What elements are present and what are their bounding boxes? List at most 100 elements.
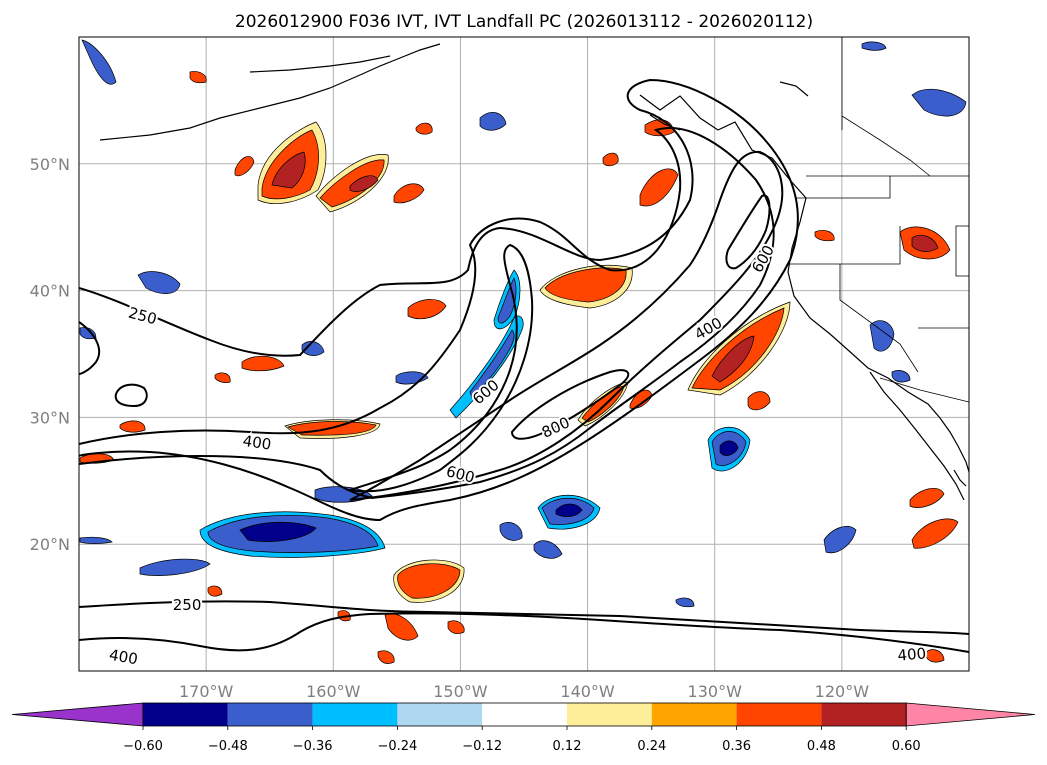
pc-patch-negative <box>499 522 523 541</box>
colorbar-extend-low <box>11 702 144 727</box>
pc-patch-positive <box>319 159 385 208</box>
colorbar-segment <box>397 703 483 726</box>
latitude-tick-labels: 20°N 30°N 40°N 50°N <box>30 155 70 554</box>
pc-patch-positive <box>911 518 959 549</box>
border-us-mexico <box>879 377 969 403</box>
lat-tick-label: 40°N <box>30 282 70 301</box>
pc-patch-positive <box>271 151 306 189</box>
borders <box>788 37 969 403</box>
pc-patch-positive <box>384 613 419 641</box>
ivt-contours <box>79 78 969 653</box>
pc-patch-negative <box>533 540 563 559</box>
colorbar-tick-label: 0.24 <box>637 739 666 754</box>
pc-patch-negative <box>719 440 739 456</box>
colorbar-outline <box>142 702 907 727</box>
pc-patch-negative <box>81 39 117 85</box>
pc-patch-positive <box>397 563 461 599</box>
pc-patch-positive <box>189 71 207 84</box>
coastlines <box>99 43 969 501</box>
coastline-island <box>779 81 809 97</box>
ivt-contour-250-south <box>79 600 969 635</box>
pc-patch-positive <box>814 230 835 242</box>
pc-patch-positive <box>407 299 447 320</box>
pc-patch-positive <box>377 650 395 664</box>
colorbar-tick-label: −0.48 <box>208 739 248 754</box>
coastline-north-america <box>639 94 969 473</box>
colorbar-tick-label: −0.60 <box>123 739 163 754</box>
pc-patch-negative <box>869 320 895 352</box>
colorbar-tick-label: 0.12 <box>553 739 582 754</box>
ivt-contour-250-west <box>79 321 101 375</box>
border-state <box>796 176 891 199</box>
lon-tick-label: 160°W <box>306 682 361 701</box>
colorbar-segment <box>651 703 737 726</box>
colorbar-segment <box>567 703 652 726</box>
pc-patch-positive <box>214 372 231 383</box>
coastline-alaska-north <box>249 55 391 73</box>
lon-tick-label: 120°W <box>815 682 870 701</box>
border-state <box>955 225 969 277</box>
contour-label: 250 <box>173 596 202 614</box>
lon-tick-label: 150°W <box>433 682 488 701</box>
pc-patch-negative <box>469 329 515 399</box>
colorbar-tick-label: −0.24 <box>377 739 417 754</box>
ivt-contour-400-south <box>79 612 969 653</box>
positive-anomaly-patches <box>79 71 959 664</box>
colorbar-segment <box>143 703 228 726</box>
lon-tick-label: 170°W <box>179 682 234 701</box>
colorbar-segment <box>312 703 398 726</box>
border-state <box>839 264 919 373</box>
pc-patch-negative <box>823 526 857 554</box>
coastline-baja <box>869 371 965 501</box>
pc-patch-negative <box>891 370 911 383</box>
pc-patch-negative <box>675 597 695 608</box>
contour-label: 400 <box>897 644 927 664</box>
ivt-contour-800-north <box>725 194 771 270</box>
pc-patch-positive <box>393 183 425 204</box>
pc-patch-positive <box>119 420 146 433</box>
pc-patch-positive <box>544 267 627 303</box>
pc-patch-negative <box>479 111 507 131</box>
longitude-tick-labels: 170°W 160°W 150°W 140°W 130°W 120°W <box>179 682 869 701</box>
colorbar-tick-label: −0.36 <box>293 739 333 754</box>
pc-patch-negative <box>139 558 211 576</box>
pc-patch-positive <box>711 335 755 383</box>
pc-patch-negative <box>301 341 325 356</box>
border-bc-alberta <box>841 115 931 177</box>
pc-patch-negative <box>239 521 317 542</box>
pc-patch-positive <box>909 487 945 508</box>
coastline-alaska <box>99 43 441 141</box>
pc-patch-positive <box>207 585 223 597</box>
colorbar-tick-label: 0.48 <box>807 739 836 754</box>
pc-patch-positive <box>639 168 679 207</box>
map-background <box>79 37 969 671</box>
ivt-contour-800 <box>510 369 630 440</box>
colorbar-tick-label: 0.36 <box>722 739 751 754</box>
lat-tick-label: 20°N <box>30 535 70 554</box>
pc-patch-negative <box>555 503 583 517</box>
colorbar-tick-label: −0.12 <box>462 739 502 754</box>
colorbar: −0.60 −0.48 −0.36 −0.24 −0.12 0.12 0.24 0.36 0.4… <box>11 702 1036 754</box>
colorbar-tick-label: 0.60 <box>892 739 921 754</box>
pc-patch-positive <box>911 234 939 252</box>
pc-patch-positive <box>747 391 771 411</box>
pc-patch-positive <box>447 620 465 634</box>
pc-patch-negative <box>911 88 967 117</box>
ivt-contour-250 <box>79 78 799 522</box>
lon-tick-label: 130°W <box>688 682 743 701</box>
map-title: 2026012900 F036 IVT, IVT Landfall PC (20… <box>235 12 813 32</box>
contour-label: 400 <box>108 646 139 669</box>
lat-tick-label: 50°N <box>30 155 70 174</box>
ivt-contour-600-main <box>349 150 784 501</box>
colorbar-extend-high <box>905 702 1036 727</box>
colorbar-segment <box>736 703 822 726</box>
ivt-contour-250-loop <box>114 383 148 408</box>
pc-patch-negative <box>137 271 181 294</box>
coastline-island <box>953 469 967 487</box>
border-state <box>788 226 901 265</box>
ivt-contour-600 <box>349 243 534 493</box>
pc-patch-positive <box>415 122 433 135</box>
colorbar-segment <box>821 703 907 726</box>
